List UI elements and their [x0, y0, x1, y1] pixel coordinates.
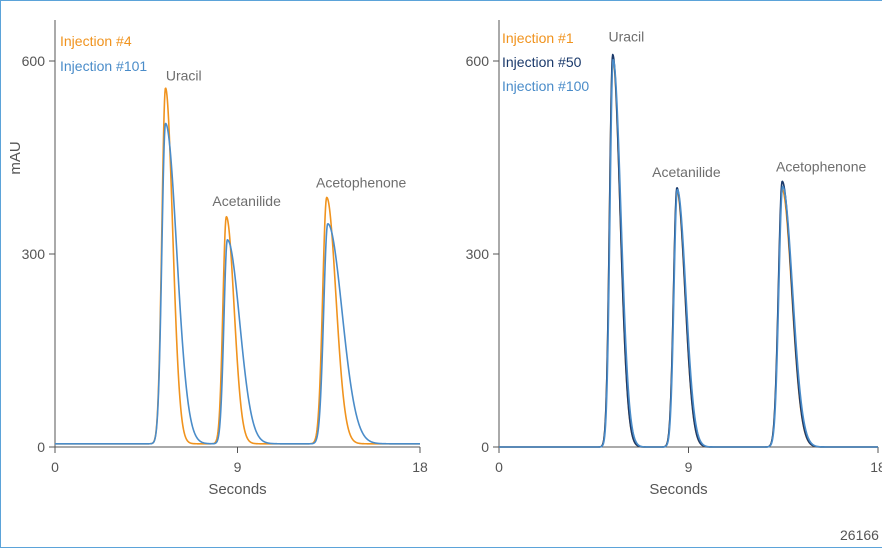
peak-annotation: Uracil [166, 67, 202, 83]
peak-annotation: Acetophenone [776, 159, 867, 175]
x-axis-label: Seconds [649, 481, 707, 498]
legend-entry: Injection #4 [60, 33, 132, 49]
x-tick-label: 18 [870, 459, 882, 475]
peak-annotation: Uracil [608, 29, 644, 45]
peak-annotation: Acetanilide [212, 193, 281, 209]
series-line-injection-50 [499, 53, 879, 448]
y-tick-label: 300 [466, 246, 490, 262]
x-tick-label: 0 [51, 459, 59, 475]
series-line-injection-100 [499, 58, 879, 448]
y-tick-label: 300 [22, 246, 46, 262]
series-line-injection-1 [499, 56, 879, 448]
peak-annotation: Acetophenone [316, 175, 407, 191]
y-tick-label: 0 [481, 439, 489, 455]
legend-entry: Injection #50 [502, 54, 582, 70]
y-axis-label: mAU [7, 141, 24, 174]
panel-left: 0 300 600 0 9 18 Seconds mAU Injection #4 Injecti… [7, 20, 428, 498]
legend-entry: Injection #100 [502, 78, 589, 94]
x-tick-label: 9 [685, 459, 693, 475]
figure-id-label: 26166 [840, 527, 879, 543]
series-line-injection-101 [55, 122, 421, 445]
legend-entry: Injection #101 [60, 58, 147, 74]
series-line-injection-4 [55, 87, 421, 445]
x-tick-label: 9 [234, 459, 242, 475]
x-axis-label: Seconds [208, 481, 266, 498]
y-tick-label: 0 [37, 439, 45, 455]
x-tick-label: 0 [495, 459, 503, 475]
peak-annotation: Acetanilide [652, 164, 721, 180]
panel-right: 0 300 600 0 9 18 Seconds Injection #1 Injection … [466, 20, 882, 498]
x-tick-label: 18 [412, 459, 428, 475]
legend-entry: Injection #1 [502, 30, 574, 46]
y-tick-label: 600 [466, 53, 490, 69]
y-tick-label: 600 [22, 53, 46, 69]
